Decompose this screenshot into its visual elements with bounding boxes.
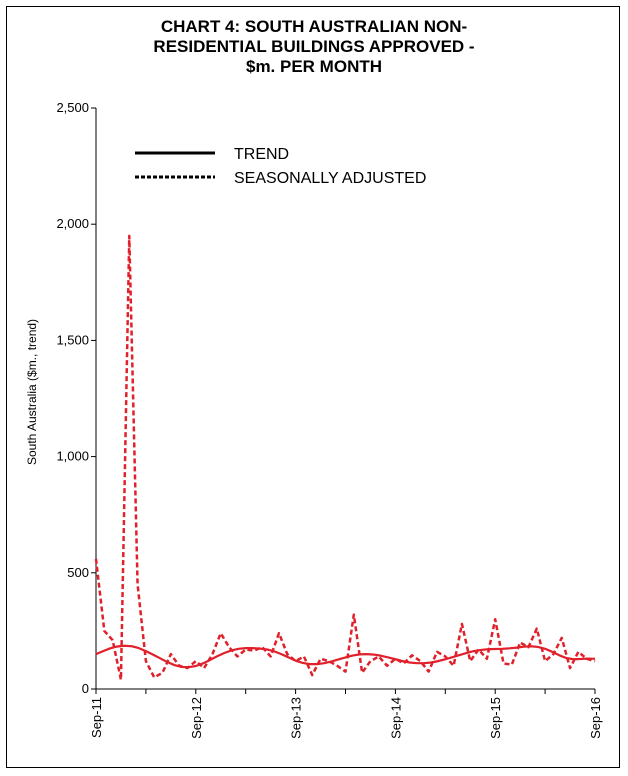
legend-label: TREND	[234, 146, 289, 163]
y-tick-label: 500	[67, 565, 89, 580]
y-tick-label: 2,500	[56, 100, 89, 115]
series-line-seasonally-adjusted	[94, 234, 596, 681]
y-tick-label: 2,000	[56, 216, 89, 231]
chart-title: CHART 4: SOUTH AUSTRALIAN NON- RESIDENTI…	[7, 17, 621, 77]
y-axis: 0 500 1,000 1,500 2,000 2,500	[56, 100, 97, 696]
x-tick-label: Sep-12	[189, 697, 204, 739]
chart-title-line-1: CHART 4: SOUTH AUSTRALIAN NON-	[160, 17, 468, 36]
x-axis: Sep-11 Sep-12 Sep-13 Sep-14 Sep-15 Sep-16	[89, 688, 603, 739]
legend-label: SEASONALLY ADJUSTED	[234, 170, 426, 187]
y-tick-label: 0	[82, 681, 89, 696]
y-axis-label: South Australia ($m., trend)	[25, 319, 39, 465]
x-tick-label: Sep-14	[388, 697, 403, 739]
legend: TREND SEASONALLY ADJUSTED	[135, 146, 426, 187]
x-tick-label: Sep-16	[588, 697, 603, 739]
x-tick-label: Sep-11	[89, 697, 104, 738]
x-tick-label: Sep-13	[289, 697, 304, 739]
x-tick-label: Sep-15	[488, 697, 503, 739]
y-tick-label: 1,500	[56, 332, 89, 347]
chart-title-line-3: $m. PER MONTH	[245, 57, 383, 76]
y-tick-label: 1,000	[56, 449, 89, 464]
series-layer	[94, 234, 596, 681]
chart-title-line-2: RESIDENTIAL BUILDINGS APPROVED -	[153, 37, 475, 56]
chart-frame: CHART 4: SOUTH AUSTRALIAN NON- RESIDENTI…	[6, 6, 620, 768]
